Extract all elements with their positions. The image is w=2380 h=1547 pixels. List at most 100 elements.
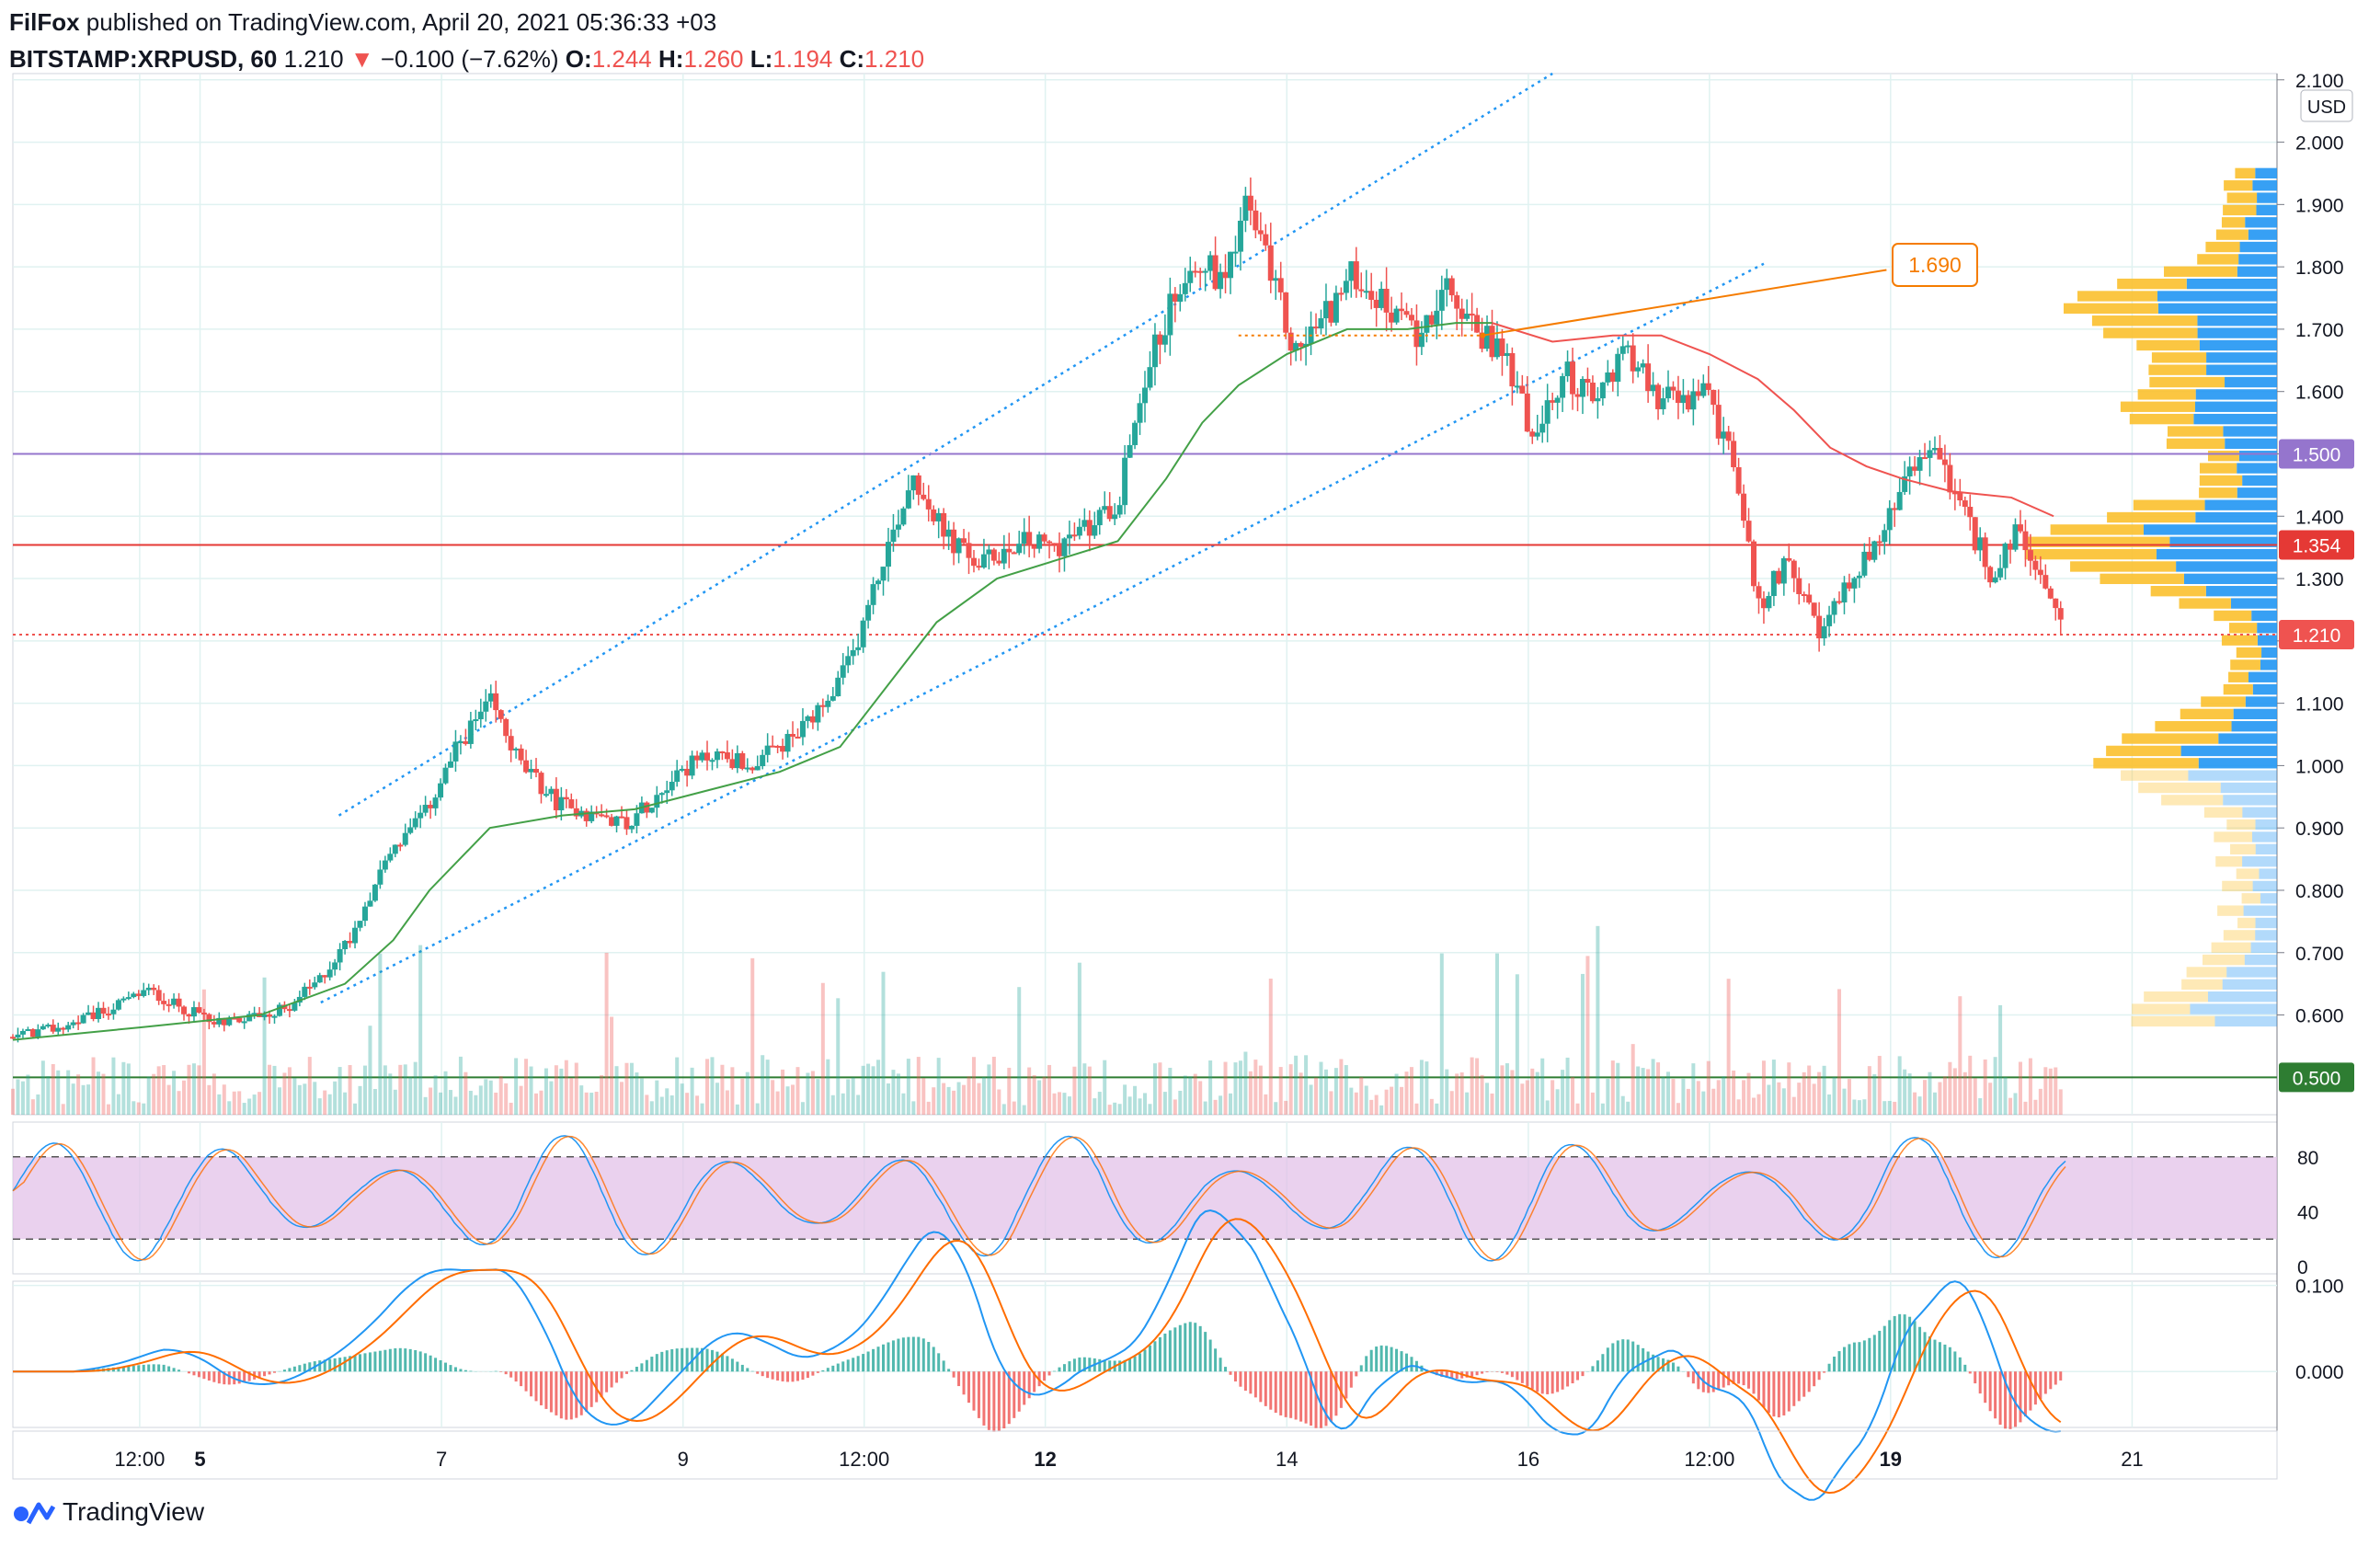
candle-body <box>1589 383 1596 402</box>
candle-body <box>558 796 565 811</box>
volume-bar <box>1771 1060 1776 1115</box>
volume-bar <box>1565 1057 1570 1115</box>
macd-histogram-bar <box>811 1371 815 1376</box>
macd-histogram-bar <box>1319 1371 1322 1428</box>
candle-body <box>1318 318 1324 329</box>
volume-bar <box>1791 1096 1796 1115</box>
volume-bar <box>1032 1075 1036 1115</box>
candle-body <box>925 498 932 510</box>
x-tick-label: 14 <box>1276 1448 1298 1471</box>
volume-bar <box>1465 1092 1470 1115</box>
open-value: 1.244 <box>591 45 652 73</box>
candle-body <box>589 811 595 821</box>
symbol-title[interactable]: BITSTAMP:XRPUSD, 60 <box>9 45 278 73</box>
candle-body <box>840 665 846 678</box>
profile-up-bar <box>2252 180 2277 191</box>
x-tick-label: 12 <box>1034 1448 1056 1471</box>
macd-histogram-bar <box>1133 1356 1137 1372</box>
macd-histogram-bar <box>167 1366 171 1372</box>
macd-histogram-bar <box>187 1371 190 1374</box>
volume-bar <box>791 1084 795 1115</box>
low-label: L: <box>749 45 773 73</box>
macd-histogram-bar <box>1868 1337 1871 1372</box>
volume-bar <box>1087 1066 1092 1115</box>
volume-bar <box>916 1057 921 1115</box>
volume-bar <box>1198 1081 1203 1115</box>
candle-body <box>332 962 338 970</box>
volume-bar <box>1872 1073 1877 1115</box>
macd-histogram-bar <box>1848 1344 1851 1372</box>
volume-bar <box>372 1089 377 1115</box>
volume-bar <box>1022 1105 1026 1115</box>
volume-bar <box>1117 1104 1122 1115</box>
candle-body <box>875 580 882 585</box>
footer-brand[interactable]: TradingView <box>63 1497 205 1526</box>
macd-histogram-bar <box>1837 1351 1841 1372</box>
volume-bar <box>981 1077 986 1115</box>
volume-bar <box>1213 1099 1218 1115</box>
candle-body <box>1982 537 1988 567</box>
macd-histogram-bar <box>1842 1346 1846 1372</box>
macd-histogram-bar <box>701 1347 704 1372</box>
candle-body <box>1343 281 1349 293</box>
volume-bar <box>665 1088 669 1115</box>
volume-bar <box>1329 1091 1333 1115</box>
macd-histogram-bar <box>1807 1371 1811 1392</box>
profile-up-bar <box>2255 167 2277 179</box>
macd-histogram-bar <box>1470 1371 1474 1377</box>
macd-histogram-bar <box>1194 1323 1197 1372</box>
profile-up-bar <box>2169 536 2277 547</box>
volume-bar <box>891 1070 896 1115</box>
candle-body <box>1081 520 1088 527</box>
macd-histogram-bar <box>1289 1371 1293 1418</box>
macd-histogram-bar <box>620 1371 624 1379</box>
macd-histogram-bar <box>1284 1371 1287 1417</box>
y-tick-label: 2.100 <box>2295 71 2344 92</box>
volume-bar <box>1746 1072 1751 1115</box>
macd-histogram-bar <box>237 1371 241 1384</box>
candle-body <box>1524 393 1530 432</box>
macd-histogram-bar <box>504 1371 508 1375</box>
volume-bar <box>429 1087 433 1115</box>
candle-body <box>2037 569 2043 576</box>
profile-up-bar <box>2255 930 2277 941</box>
volume-bar <box>358 1085 362 1115</box>
candle-body <box>976 566 982 568</box>
macd-histogram-bar <box>781 1371 784 1381</box>
candle-body <box>1579 378 1585 397</box>
macd-histogram-bar <box>1717 1371 1721 1391</box>
macd-histogram-bar <box>1375 1346 1379 1372</box>
candle-body <box>1599 382 1606 399</box>
candle-body <box>1137 403 1143 423</box>
profile-up-bar <box>2252 831 2277 842</box>
volume-bar <box>1938 1082 1942 1115</box>
profile-up-bar <box>2248 671 2277 682</box>
macd-histogram-bar <box>373 1351 377 1372</box>
volume-bar <box>494 1092 498 1115</box>
candle-body <box>1615 353 1621 383</box>
macd-histogram-bar <box>1445 1371 1448 1378</box>
macd-histogram-bar <box>1324 1371 1328 1427</box>
candle-body <box>986 549 992 555</box>
profile-down-bar <box>2236 868 2260 879</box>
macd-histogram-bar <box>575 1371 578 1418</box>
macd-histogram-bar <box>1082 1357 1086 1372</box>
publisher-name[interactable]: FilFox <box>9 8 80 36</box>
macd-histogram-bar <box>982 1371 986 1426</box>
candle-body <box>719 751 726 753</box>
macd-histogram-bar <box>323 1359 326 1372</box>
profile-down-bar <box>2228 671 2248 682</box>
candle-body <box>855 647 862 650</box>
candle-body <box>1997 567 2004 578</box>
volume-bar <box>1067 1096 1071 1115</box>
macd-histogram-bar <box>665 1350 669 1372</box>
volume-bar <box>1897 1056 1902 1115</box>
volume-bar <box>971 1057 976 1115</box>
volume-bar <box>439 1092 443 1115</box>
volume-bar <box>408 1076 413 1115</box>
volume-bar <box>1636 1066 1641 1115</box>
y-tick-label: 1.100 <box>2295 694 2344 716</box>
candle-body <box>1529 431 1536 437</box>
candle-body <box>1866 551 1872 560</box>
